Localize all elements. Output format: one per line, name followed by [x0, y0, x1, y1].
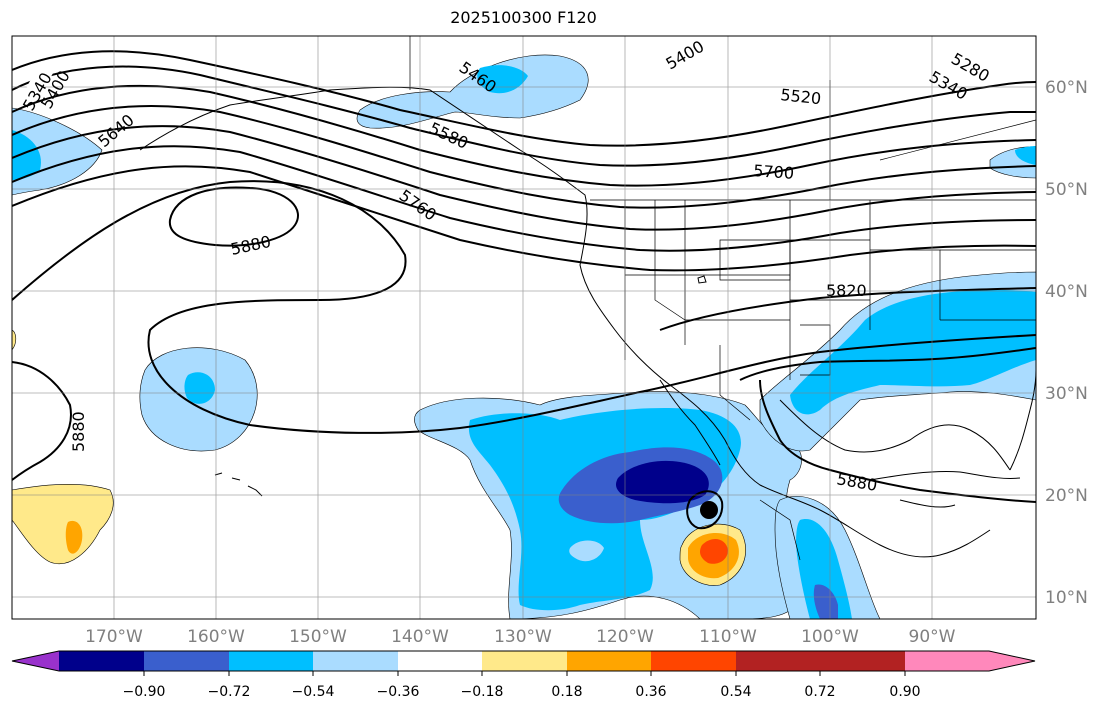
anomaly-area: [1015, 146, 1036, 165]
contour-line: [759, 379, 1036, 503]
colorbar-extend-high: [989, 651, 1035, 671]
contour-line: [12, 180, 1036, 434]
lat-label: 60°N: [1045, 78, 1088, 98]
island: [247, 485, 263, 497]
colorbar: −0.90 −0.72 −0.54 −0.36 −0.18 0.18 0.36 …: [11, 650, 1036, 700]
coastline: [869, 471, 1021, 481]
border-line: [719, 345, 751, 421]
lon-label: 140°W: [391, 627, 449, 647]
anomaly-area: [796, 519, 852, 619]
lat-label: 50°N: [1045, 180, 1088, 200]
anomaly-area: [790, 290, 1036, 415]
anomaly-area: [700, 538, 728, 564]
coastline: [779, 399, 1011, 471]
map-frame: [11, 35, 1037, 620]
contour-line: [12, 84, 1036, 187]
cyclone-marker: [700, 501, 718, 519]
height-contours: [12, 50, 1036, 530]
map-title: 2025100300 F120: [450, 8, 597, 27]
contour-line: [739, 347, 1036, 381]
colorbar-cell: [651, 651, 736, 671]
contour-label: 5700: [753, 161, 795, 183]
border-line: [879, 119, 1036, 161]
lon-label: 100°W: [801, 627, 859, 647]
anomaly-fields: [12, 54, 1036, 619]
colorbar-cell: [736, 651, 820, 671]
colorbar-tick-label: −0.54: [292, 684, 335, 700]
border-line: [654, 200, 686, 321]
colorbar-tick-label: −0.36: [377, 684, 420, 700]
border-line: [759, 499, 801, 561]
colorbar-extend-low: [12, 651, 59, 671]
contour-line: [12, 361, 72, 481]
colorbar-cell: [59, 651, 144, 671]
anomaly-area: [569, 540, 604, 562]
colorbar-tick-label: −0.90: [123, 684, 166, 700]
lat-label: 10°N: [1045, 588, 1088, 608]
colorbar-cell: [482, 651, 567, 671]
contour-line: [12, 50, 1036, 147]
lat-label: 30°N: [1045, 384, 1088, 404]
colorbar-cell: [144, 651, 229, 671]
contour-line: [686, 490, 724, 530]
contour-label: 5520: [780, 85, 822, 108]
colorbar-cell: [820, 651, 905, 671]
lon-label: 120°W: [596, 627, 654, 647]
anomaly-area: [477, 65, 528, 94]
anomaly-area: [813, 584, 838, 619]
coastline: [899, 499, 956, 508]
colorbar-cell: [313, 651, 398, 671]
anomaly-area: [12, 483, 114, 564]
contour-label: 5880: [69, 411, 88, 452]
colorbar-cell: [905, 651, 989, 671]
lon-label: 110°W: [699, 627, 757, 647]
colorbar-tick-label: 0.90: [889, 684, 920, 700]
colorbar-tick-label: 0.72: [804, 684, 835, 700]
contour-line: [659, 287, 1036, 331]
lon-label: 170°W: [85, 627, 143, 647]
lat-label: 20°N: [1045, 486, 1088, 506]
contour-line: [12, 125, 1036, 231]
contour-line: [168, 186, 299, 247]
lon-label: 130°W: [494, 627, 552, 647]
anomaly-area: [65, 520, 83, 554]
gridlines: [12, 36, 1036, 619]
anomaly-area: [356, 54, 589, 129]
contour-line: [12, 165, 1036, 272]
anomaly-area: [184, 372, 215, 404]
colorbar-outline: [11, 650, 1036, 672]
lon-label: 160°W: [187, 627, 245, 647]
latitude-axis: 60°N 50°N 40°N 30°N 20°N 10°N: [1045, 78, 1088, 608]
colorbar-tick-label: 0.18: [551, 684, 582, 700]
coastline: [1009, 369, 1036, 471]
contour-line: [12, 145, 1036, 252]
colorbar-tick-label: 0.36: [635, 684, 666, 700]
lon-label: 150°W: [289, 627, 347, 647]
contour-label: 5820: [826, 281, 867, 300]
coastline: [139, 86, 991, 558]
colorbar-cell: [229, 651, 313, 671]
anomaly-area: [12, 130, 41, 180]
contour-line: [12, 65, 1036, 167]
anomaly-area: [615, 460, 709, 504]
colorbar-cell: [398, 651, 482, 671]
island: [231, 477, 241, 481]
lon-label: 90°W: [909, 627, 956, 647]
island: [697, 275, 707, 284]
contour-line: [12, 104, 1036, 209]
colorbar-tick-label: −0.72: [208, 684, 251, 700]
colorbar-cell: [567, 651, 651, 671]
longitude-axis: 170°W 160°W 150°W 140°W 130°W 120°W 110°…: [85, 627, 956, 647]
political-borders: [409, 36, 1036, 561]
colorbar-tick-label: 0.54: [720, 684, 751, 700]
colorbar-tick-label: −0.18: [461, 684, 504, 700]
coastlines: [139, 86, 1036, 558]
lat-label: 40°N: [1045, 282, 1088, 302]
colorbar-ticks: [143, 671, 906, 676]
